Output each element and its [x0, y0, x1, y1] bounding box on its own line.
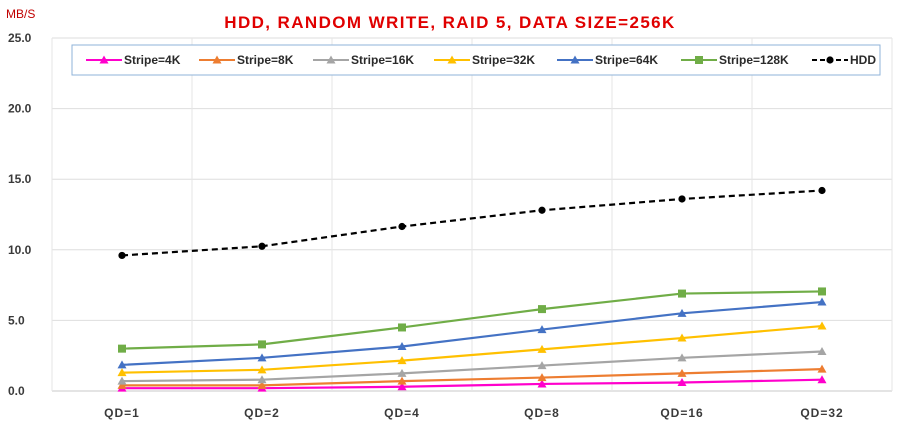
series-stripe-64k	[117, 297, 827, 369]
series-stripe-16k	[117, 346, 827, 385]
series-stripe-128k	[118, 287, 826, 353]
y-tick-labels: 0.0 5.0 10.0 15.0 20.0 25.0	[8, 31, 32, 398]
data-point	[397, 368, 407, 377]
data-point	[537, 379, 547, 388]
legend-swatch-marker	[212, 55, 222, 64]
legend-items: Stripe=4K Stripe=8K Stripe=16K Stripe=32K St…	[86, 53, 876, 67]
y-tick-label: 10.0	[8, 243, 32, 257]
series-lines	[117, 186, 827, 392]
data-point	[677, 353, 687, 362]
y-tick-label: 25.0	[8, 31, 32, 45]
data-point	[117, 376, 127, 385]
legend-entry: Stripe=8K	[199, 53, 294, 67]
data-point	[398, 222, 406, 231]
data-point	[397, 382, 407, 391]
y-tick-label: 15.0	[8, 172, 32, 186]
legend-swatch-marker	[826, 56, 834, 64]
legend: Stripe=4K Stripe=8K Stripe=16K Stripe=32K St…	[71, 44, 881, 76]
series-line	[122, 368, 823, 387]
data-point	[537, 373, 547, 382]
legend-swatch-marker	[695, 56, 703, 64]
x-tick-labels: QD=1 QD=2 QD=4 QD=8 QD=16 QD=32	[104, 406, 843, 420]
data-point	[537, 325, 547, 334]
legend-label: Stripe=32K	[472, 53, 535, 67]
y-tick-label: 5.0	[8, 313, 25, 327]
x-tick-label: QD=32	[800, 406, 843, 420]
data-point	[537, 344, 547, 353]
data-point	[398, 323, 406, 332]
legend-label: Stripe=64K	[595, 53, 658, 67]
series-line	[121, 300, 823, 366]
x-tick-label: QD=8	[524, 406, 560, 420]
legend-entry: HDD	[812, 53, 876, 67]
legend-label: Stripe=16K	[351, 53, 414, 67]
data-point	[817, 375, 827, 384]
x-tick-label: QD=2	[244, 406, 280, 420]
legend-label: HDD	[850, 53, 876, 67]
chart-title: HDD, RANDOM WRITE, RAID 5, DATA SIZE=256…	[224, 13, 675, 32]
series-line	[121, 350, 823, 383]
data-point	[677, 308, 687, 317]
y-tick-label: 20.0	[8, 102, 32, 116]
x-tick-label: QD=1	[104, 406, 140, 420]
data-point	[677, 368, 687, 377]
legend-entry: Stripe=128K	[681, 53, 789, 67]
data-point	[537, 361, 547, 370]
series-line	[122, 378, 823, 390]
legend-label: Stripe=128K	[719, 53, 789, 67]
data-point	[257, 365, 267, 374]
data-point	[817, 297, 827, 306]
y-tick-label: 0.0	[8, 384, 25, 398]
x-tick-label: QD=4	[384, 406, 420, 420]
data-point	[397, 376, 407, 385]
data-point	[258, 242, 266, 250]
series-hdd	[118, 186, 826, 260]
legend-label: Stripe=8K	[237, 53, 294, 67]
data-point	[257, 375, 267, 384]
series-line	[121, 324, 823, 374]
data-point	[818, 287, 826, 296]
x-tick-label: QD=16	[660, 406, 703, 420]
data-point	[817, 321, 827, 330]
y-axis-label: MB/S	[6, 7, 35, 21]
data-point	[117, 360, 127, 369]
data-point	[117, 368, 127, 377]
data-point	[258, 340, 266, 349]
legend-label: Stripe=4K	[124, 53, 181, 67]
data-point	[118, 344, 126, 353]
data-point	[678, 195, 686, 203]
data-point	[818, 186, 826, 195]
series-stripe-8k	[117, 364, 827, 389]
data-point	[118, 251, 126, 260]
legend-entry: Stripe=32K	[434, 53, 535, 67]
data-point	[678, 289, 686, 298]
series-line	[121, 290, 823, 350]
data-point	[538, 206, 546, 214]
data-point	[677, 378, 687, 387]
legend-entry: Stripe=64K	[557, 53, 658, 67]
data-point	[538, 305, 546, 314]
data-point	[397, 356, 407, 365]
data-point	[257, 353, 267, 362]
data-point	[677, 333, 687, 342]
data-point	[817, 346, 827, 355]
legend-swatch-marker	[99, 55, 109, 64]
data-point	[117, 380, 127, 389]
data-point	[257, 380, 267, 389]
legend-swatch-marker	[447, 55, 457, 64]
series-stripe-4k	[117, 375, 827, 392]
data-point	[397, 342, 407, 351]
legend-entry: Stripe=4K	[86, 53, 181, 67]
legend-swatch-marker	[570, 55, 580, 64]
legend-swatch-marker	[326, 55, 336, 64]
legend-entry: Stripe=16K	[313, 53, 414, 67]
series-line	[121, 189, 823, 257]
data-point	[817, 364, 827, 373]
series-stripe-32k	[117, 321, 827, 377]
